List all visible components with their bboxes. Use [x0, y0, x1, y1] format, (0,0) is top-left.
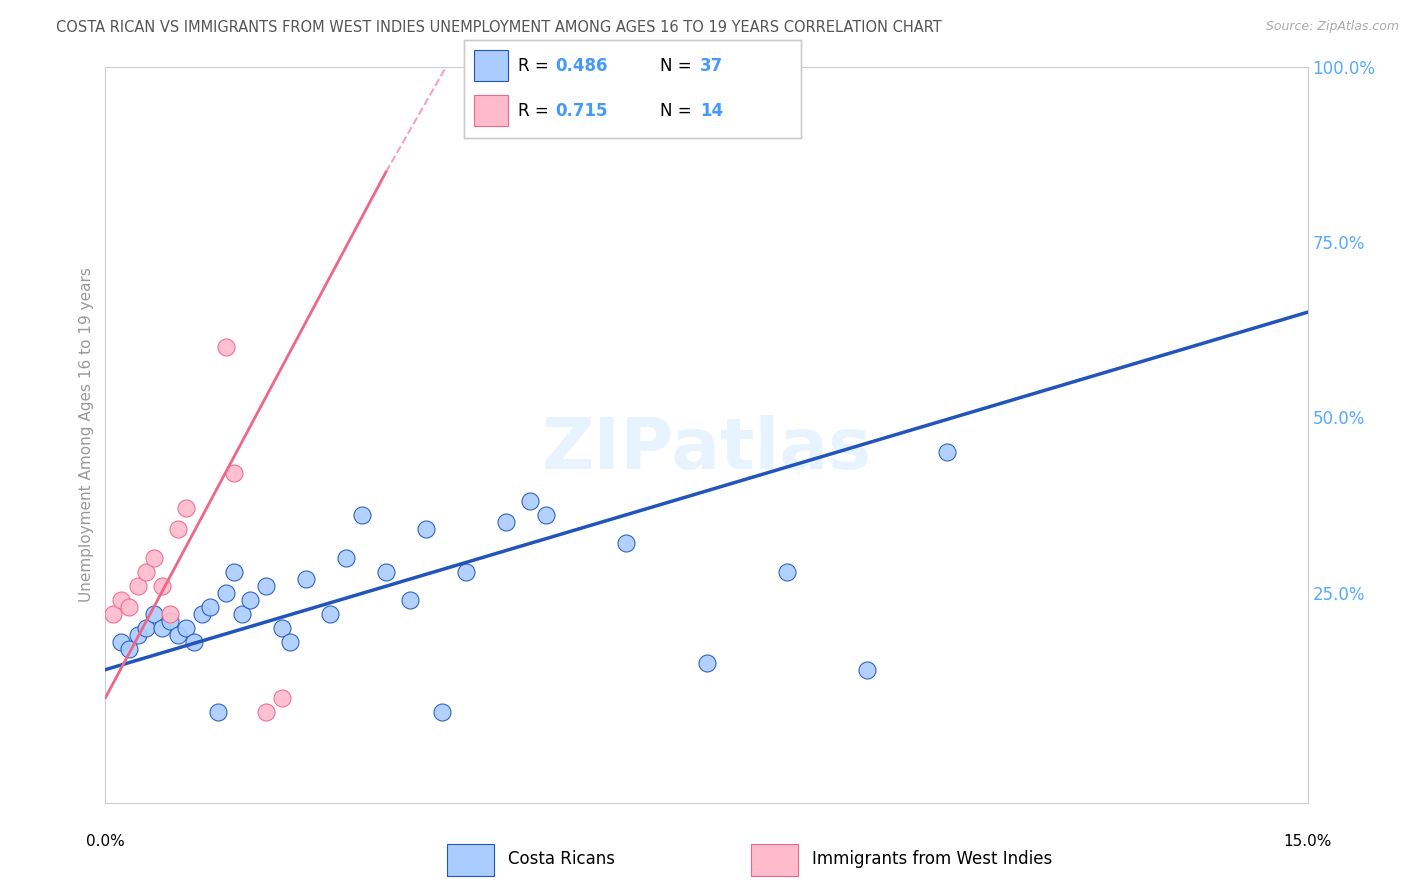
Point: [118, 599, 141, 614]
Point: [254, 578, 277, 592]
Text: Costa Ricans: Costa Ricans: [508, 849, 614, 868]
Point: [174, 621, 197, 635]
Point: [519, 494, 541, 508]
Point: [166, 627, 188, 641]
Point: [295, 572, 318, 586]
Point: [374, 565, 398, 579]
Point: [127, 627, 149, 641]
Point: [127, 578, 149, 592]
Point: [415, 523, 437, 537]
Point: [616, 536, 638, 550]
Point: [207, 705, 229, 719]
Point: [198, 599, 221, 614]
Bar: [447, 844, 495, 876]
Point: [399, 592, 422, 607]
Text: COSTA RICAN VS IMMIGRANTS FROM WEST INDIES UNEMPLOYMENT AMONG AGES 16 TO 19 YEAR: COSTA RICAN VS IMMIGRANTS FROM WEST INDI…: [56, 20, 942, 35]
Point: [159, 607, 181, 621]
Point: [159, 614, 181, 628]
Point: [335, 550, 357, 565]
Bar: [474, 95, 508, 127]
Point: [350, 508, 373, 523]
Point: [214, 585, 236, 599]
Text: ZIPatlas: ZIPatlas: [541, 415, 872, 484]
Point: [456, 565, 478, 579]
Text: N =: N =: [659, 57, 696, 75]
Point: [231, 607, 253, 621]
Point: [214, 340, 236, 354]
Bar: [474, 50, 508, 81]
Point: [936, 445, 959, 459]
Point: [183, 634, 205, 648]
Text: 37: 37: [700, 57, 724, 75]
Point: [118, 641, 141, 656]
Point: [855, 663, 877, 677]
Point: [190, 607, 212, 621]
Point: [142, 550, 165, 565]
Text: R =: R =: [517, 57, 554, 75]
Point: [278, 634, 301, 648]
Point: [430, 705, 453, 719]
Text: R =: R =: [517, 102, 554, 120]
Point: [110, 634, 132, 648]
Point: [319, 607, 342, 621]
Text: 14: 14: [700, 102, 723, 120]
Point: [776, 565, 799, 579]
Point: [110, 592, 132, 607]
Text: 0.486: 0.486: [555, 57, 607, 75]
Point: [174, 501, 197, 516]
Point: [135, 565, 157, 579]
Point: [150, 578, 173, 592]
Point: [254, 705, 277, 719]
Point: [135, 621, 157, 635]
Point: [495, 516, 517, 530]
Point: [222, 467, 245, 481]
Point: [150, 621, 173, 635]
Point: [142, 607, 165, 621]
Text: 15.0%: 15.0%: [1284, 834, 1331, 849]
Point: [534, 508, 557, 523]
Text: 0.0%: 0.0%: [86, 834, 125, 849]
Text: Immigrants from West Indies: Immigrants from West Indies: [811, 849, 1052, 868]
Point: [239, 592, 262, 607]
Point: [103, 607, 125, 621]
Point: [270, 621, 292, 635]
Text: 0.715: 0.715: [555, 102, 607, 120]
Point: [270, 690, 292, 705]
Point: [696, 656, 718, 670]
Bar: [751, 844, 799, 876]
Text: Source: ZipAtlas.com: Source: ZipAtlas.com: [1265, 20, 1399, 33]
Point: [222, 565, 245, 579]
Text: N =: N =: [659, 102, 696, 120]
Point: [166, 523, 188, 537]
Y-axis label: Unemployment Among Ages 16 to 19 years: Unemployment Among Ages 16 to 19 years: [79, 268, 94, 602]
